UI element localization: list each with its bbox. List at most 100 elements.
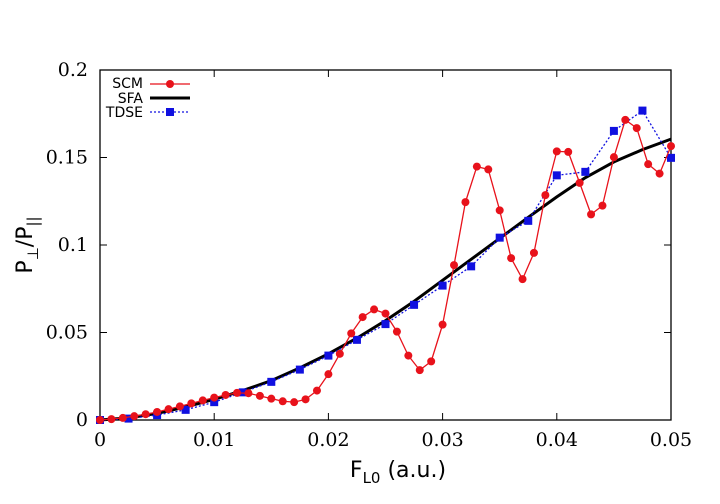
point-scm xyxy=(632,124,641,133)
point-tdse xyxy=(495,233,504,242)
point-tdse xyxy=(324,351,333,360)
point-scm xyxy=(141,410,150,419)
point-scm xyxy=(96,416,104,424)
point-scm xyxy=(164,405,173,414)
point-scm xyxy=(392,327,401,336)
point-scm xyxy=(210,393,219,402)
point-scm xyxy=(472,162,481,171)
tick-labels: 0 0.01 0.02 0.03 0.04 0.05 0 0.05 0.1 0.15 0.2 xyxy=(46,59,692,451)
series-scm xyxy=(96,115,675,424)
point-scm xyxy=(541,191,550,200)
point-scm xyxy=(507,254,516,263)
point-scm xyxy=(118,413,127,422)
point-scm xyxy=(644,160,653,169)
point-scm xyxy=(552,147,561,156)
y-axis-title: P⊥/P|| xyxy=(13,216,42,273)
point-tdse xyxy=(267,377,276,386)
legend-label-scm: SCM xyxy=(112,76,143,92)
point-scm xyxy=(587,210,596,219)
point-scm xyxy=(278,397,287,406)
point-tdse xyxy=(352,335,361,344)
point-scm xyxy=(518,275,527,284)
x-tick-label: 0.01 xyxy=(193,429,235,451)
point-scm xyxy=(461,198,470,207)
point-scm xyxy=(335,349,344,358)
legend-label-sfa: SFA xyxy=(118,91,144,107)
point-scm xyxy=(381,309,390,318)
point-scm xyxy=(438,320,447,329)
point-scm xyxy=(347,329,356,338)
point-scm xyxy=(667,142,675,151)
point-scm xyxy=(312,386,321,395)
point-tdse xyxy=(295,365,304,374)
point-tdse xyxy=(524,216,533,225)
point-scm xyxy=(609,153,618,162)
series-sfa xyxy=(99,137,672,422)
point-tdse xyxy=(581,167,590,176)
point-tdse xyxy=(238,388,247,397)
point-scm xyxy=(427,357,436,366)
point-scm xyxy=(301,395,310,404)
point-scm xyxy=(621,115,630,124)
point-scm xyxy=(244,389,253,398)
point-tdse xyxy=(210,398,219,407)
point-scm xyxy=(267,394,276,403)
plot-frame xyxy=(99,69,672,421)
series-line-tdse xyxy=(99,109,672,421)
point-tdse xyxy=(410,300,419,309)
x-tick-label: 0.05 xyxy=(650,429,692,451)
point-tdse xyxy=(638,106,647,115)
point-scm xyxy=(450,261,459,270)
point-scm xyxy=(107,415,116,424)
point-scm xyxy=(187,399,196,408)
point-scm xyxy=(529,248,538,257)
legend-marker-tdse xyxy=(166,108,174,116)
y-tick-label: 0.2 xyxy=(58,59,88,81)
point-scm xyxy=(564,147,573,156)
point-scm xyxy=(495,206,504,215)
legend-label-tdse: TDSE xyxy=(105,105,143,121)
point-scm xyxy=(130,412,139,421)
point-tdse xyxy=(467,262,476,271)
point-scm xyxy=(484,165,493,174)
point-scm xyxy=(198,396,207,405)
point-scm xyxy=(575,178,584,187)
point-scm xyxy=(255,391,264,400)
point-scm xyxy=(370,305,379,314)
y-tick-label: 0.15 xyxy=(46,147,88,169)
point-tdse xyxy=(124,414,133,423)
x-tick-label: 0.03 xyxy=(421,429,463,451)
series-line-sfa xyxy=(99,137,672,422)
legend: SCM SFA TDSE xyxy=(105,76,190,121)
point-scm xyxy=(233,388,242,397)
point-tdse xyxy=(667,153,675,162)
legend-marker-scm xyxy=(166,80,174,88)
point-scm xyxy=(598,201,607,210)
series-layer xyxy=(96,106,675,424)
point-scm xyxy=(175,402,184,411)
point-scm xyxy=(324,370,333,379)
x-tick-label: 0.02 xyxy=(307,429,349,451)
point-tdse xyxy=(381,320,390,329)
point-scm xyxy=(655,169,664,178)
point-scm xyxy=(221,390,230,399)
series-line-scm xyxy=(99,119,672,421)
point-tdse xyxy=(181,405,190,414)
point-scm xyxy=(358,313,367,322)
ticks xyxy=(99,69,672,421)
point-scm xyxy=(290,398,299,407)
series-tdse xyxy=(96,106,675,424)
y-tick-label: 0.1 xyxy=(58,234,88,256)
x-tick-label: 0 xyxy=(94,429,106,451)
x-axis-title: FL0 (a.u.) xyxy=(350,458,446,487)
point-tdse xyxy=(552,171,561,180)
point-tdse xyxy=(609,126,618,135)
y-tick-label: 0.05 xyxy=(46,322,88,344)
x-tick-label: 0.04 xyxy=(536,429,578,451)
point-scm xyxy=(404,351,413,360)
point-scm xyxy=(153,407,162,416)
y-tick-label: 0 xyxy=(76,409,88,431)
point-tdse xyxy=(438,281,447,290)
point-scm xyxy=(415,366,424,375)
